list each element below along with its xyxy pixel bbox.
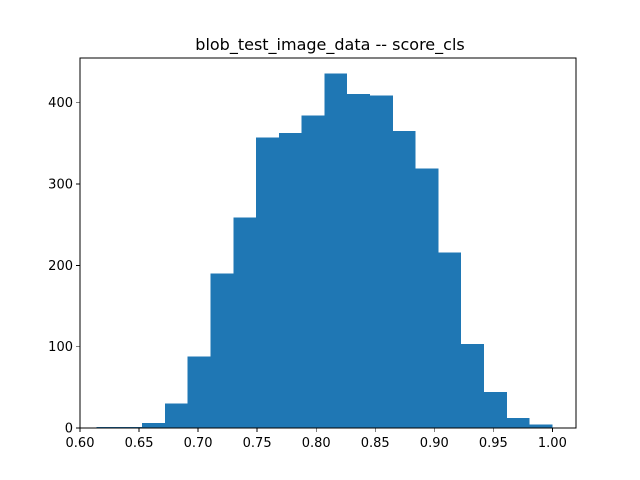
y-tick-label: 0 [65,422,73,437]
axes-group: 0.60 0.65 0.70 0.75 0.80 0.85 0.90 0.95 1.00 0 100… [48,57,577,451]
x-tick-label: 0.85 [361,436,390,451]
histogram-bar [506,418,530,428]
y-tick-label: 300 [48,178,73,193]
histogram-bar [415,168,439,429]
histogram-bar [119,427,143,428]
histogram-bar [256,137,279,428]
x-tick-label: 0.75 [243,436,272,451]
histogram-bar [233,217,257,428]
histogram-bar [347,93,371,429]
histogram-bar [142,423,165,428]
x-tick-label: 1.00 [538,436,567,451]
x-tick-label: 0.65 [125,436,154,451]
chart-title: blob_test_image_data -- score_cls [195,35,464,55]
histogram-bar [324,73,348,428]
histogram-bar [96,427,120,428]
histogram-bar [164,403,188,428]
y-tick-label: 100 [48,340,73,355]
x-tick-label: 0.60 [66,436,95,451]
y-tick-label: 400 [48,96,73,111]
x-tick-label: 0.90 [420,436,449,451]
histogram-bar [529,424,553,428]
histogram-bar [370,95,393,429]
plot-frame [79,57,577,429]
histogram-bar [301,115,325,428]
histogram-bar [392,131,416,428]
histogram-bar [187,356,211,428]
histogram-bar [438,252,462,428]
x-tick-label: 0.80 [302,436,331,451]
histogram-bar [484,392,507,428]
histogram-bar [210,273,234,428]
histogram-bar [461,344,485,428]
bars-group [96,73,553,429]
x-tick-label: 0.70 [184,436,213,451]
x-tick-label: 0.95 [479,436,508,451]
histogram-bar [278,132,302,429]
y-tick-label: 200 [48,259,73,274]
